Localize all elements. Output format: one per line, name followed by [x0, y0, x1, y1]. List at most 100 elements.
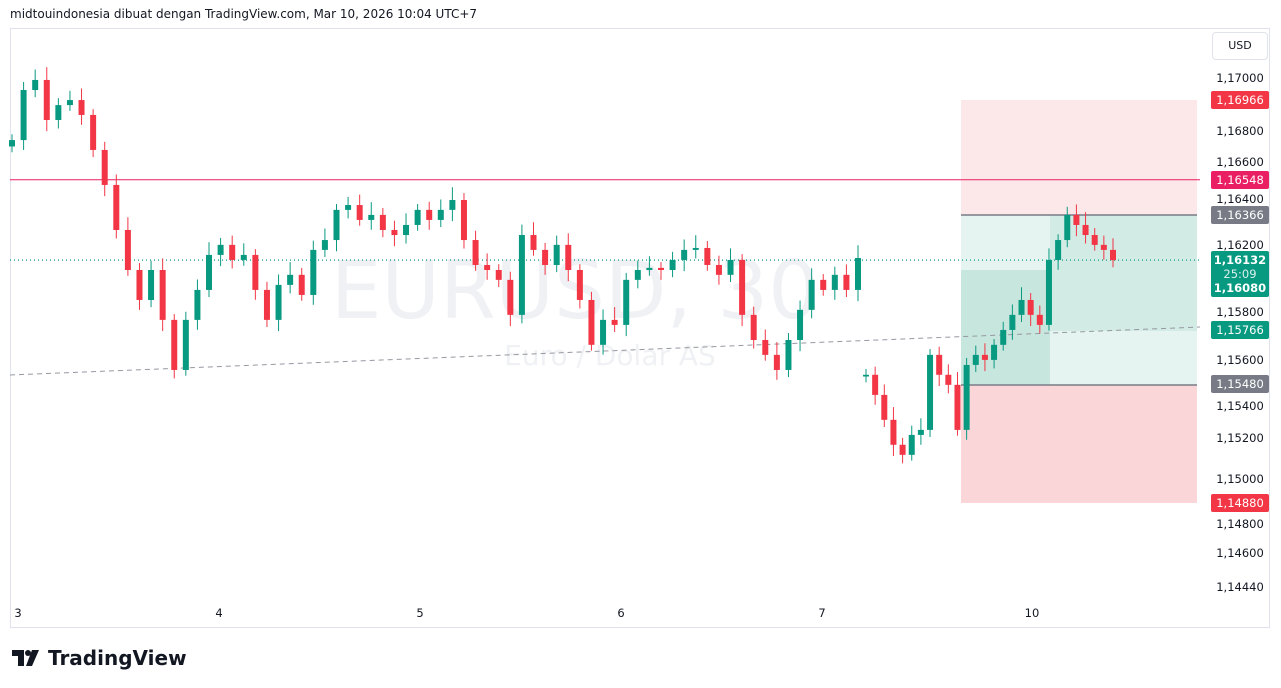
candle-body — [634, 270, 641, 280]
candle-body — [927, 354, 934, 430]
y-tick-label: 1,14800 — [1216, 517, 1264, 531]
y-tick-label: 1,15800 — [1216, 305, 1264, 319]
candle-body — [600, 319, 607, 345]
y-tick-label: 1,16400 — [1216, 192, 1264, 206]
candle-body — [1073, 214, 1080, 225]
x-tick-label: 6 — [617, 606, 624, 620]
candle-body — [855, 258, 861, 290]
y-tick-label: 1,16800 — [1216, 124, 1264, 138]
candle-body — [657, 267, 664, 271]
currency-button[interactable]: USD — [1212, 32, 1268, 60]
candle-body — [403, 224, 410, 236]
candle-body — [518, 235, 525, 315]
candle-body — [194, 289, 201, 320]
candle-body — [1009, 314, 1016, 330]
candle-body — [101, 149, 108, 185]
loss-zone-lower — [961, 385, 1197, 503]
candle-body — [797, 309, 804, 340]
candle-body — [785, 339, 792, 370]
candle-body — [275, 284, 282, 320]
candle-body — [565, 244, 572, 271]
watermark-name: Euro / Dolar AS — [504, 339, 716, 372]
candle-body — [437, 209, 444, 220]
candle-body — [963, 364, 970, 430]
candle-body — [1055, 240, 1062, 260]
candle-body — [762, 339, 769, 355]
candle-body — [890, 419, 897, 445]
candle-body — [542, 249, 549, 265]
tradingview-logo[interactable]: TradingView — [12, 646, 187, 670]
position-lower-label: 1,15480 — [1211, 375, 1269, 393]
candle-body — [576, 270, 583, 300]
candle-body — [356, 205, 363, 220]
candle-body — [1064, 214, 1071, 241]
y-tick-label: 1,16200 — [1216, 238, 1264, 252]
candle-body — [1036, 314, 1043, 325]
position-upper-label: 1,16366 — [1211, 206, 1269, 224]
candle-body — [287, 274, 294, 285]
candle-body — [113, 184, 120, 230]
candle-body — [414, 209, 421, 225]
candle-body — [484, 264, 491, 271]
candle-body — [217, 244, 224, 255]
candle-body — [954, 384, 961, 430]
y-tick-label: 1,15200 — [1216, 431, 1264, 445]
candle-body — [773, 354, 780, 370]
x-tick-label: 4 — [215, 606, 222, 620]
trend-line-label: 1,15766 — [1211, 321, 1269, 339]
candle-body — [426, 209, 433, 220]
candle-body — [345, 205, 352, 210]
y-tick-label: 1,15000 — [1216, 472, 1264, 486]
candle-body — [715, 264, 722, 275]
candle-body — [991, 344, 998, 360]
watermark-symbol: EURUSD, 30 — [331, 244, 819, 337]
candle-body — [808, 279, 815, 310]
candle-body — [472, 240, 479, 265]
candle-body — [263, 289, 270, 320]
candle-body — [9, 140, 15, 147]
candle-body — [460, 200, 467, 241]
candle-body — [623, 279, 630, 325]
candle-body — [1000, 329, 1007, 345]
candle-body — [333, 209, 340, 241]
candle-body — [206, 254, 213, 290]
candle-body — [945, 374, 952, 385]
candle-body — [148, 270, 155, 300]
candle-body — [530, 235, 537, 250]
y-tick-label: 1,14600 — [1216, 546, 1264, 560]
candle-body — [681, 249, 688, 260]
candle-body — [727, 259, 734, 275]
candle-body — [229, 244, 236, 260]
candle-body — [750, 314, 757, 340]
candle-body — [692, 247, 699, 250]
tradingview-logo-icon — [12, 650, 39, 666]
candle-body — [55, 105, 62, 120]
candle-body — [739, 259, 746, 315]
y-tick-label: 1,15400 — [1216, 399, 1264, 413]
y-tick-label: 1,14440 — [1216, 580, 1264, 594]
candle-body — [159, 270, 166, 320]
candle-body — [182, 319, 189, 370]
candle-body — [368, 214, 375, 220]
x-tick-label: 7 — [818, 606, 825, 620]
candle-body — [1082, 224, 1089, 236]
candle-body — [310, 249, 317, 295]
entry-price: 1,16080 — [1213, 281, 1267, 296]
candle-body — [1045, 259, 1052, 325]
bar-countdown: 25:09 — [1223, 267, 1257, 282]
current-price: 1,16132 — [1213, 253, 1267, 268]
candle-body — [972, 354, 979, 365]
candle-body — [981, 354, 988, 360]
loss-zone-upper — [961, 100, 1197, 215]
horizontal-line-label: 1,16548 — [1211, 170, 1269, 189]
candle-body — [843, 274, 850, 290]
candle-body — [43, 79, 50, 120]
candle-body — [553, 244, 560, 265]
candle-body — [449, 200, 456, 210]
candle-body — [588, 299, 595, 345]
x-tick-label: 3 — [14, 606, 21, 620]
x-tick-label: 5 — [416, 606, 423, 620]
y-tick-label: 1,15600 — [1216, 353, 1264, 367]
candle-body — [1100, 244, 1107, 250]
